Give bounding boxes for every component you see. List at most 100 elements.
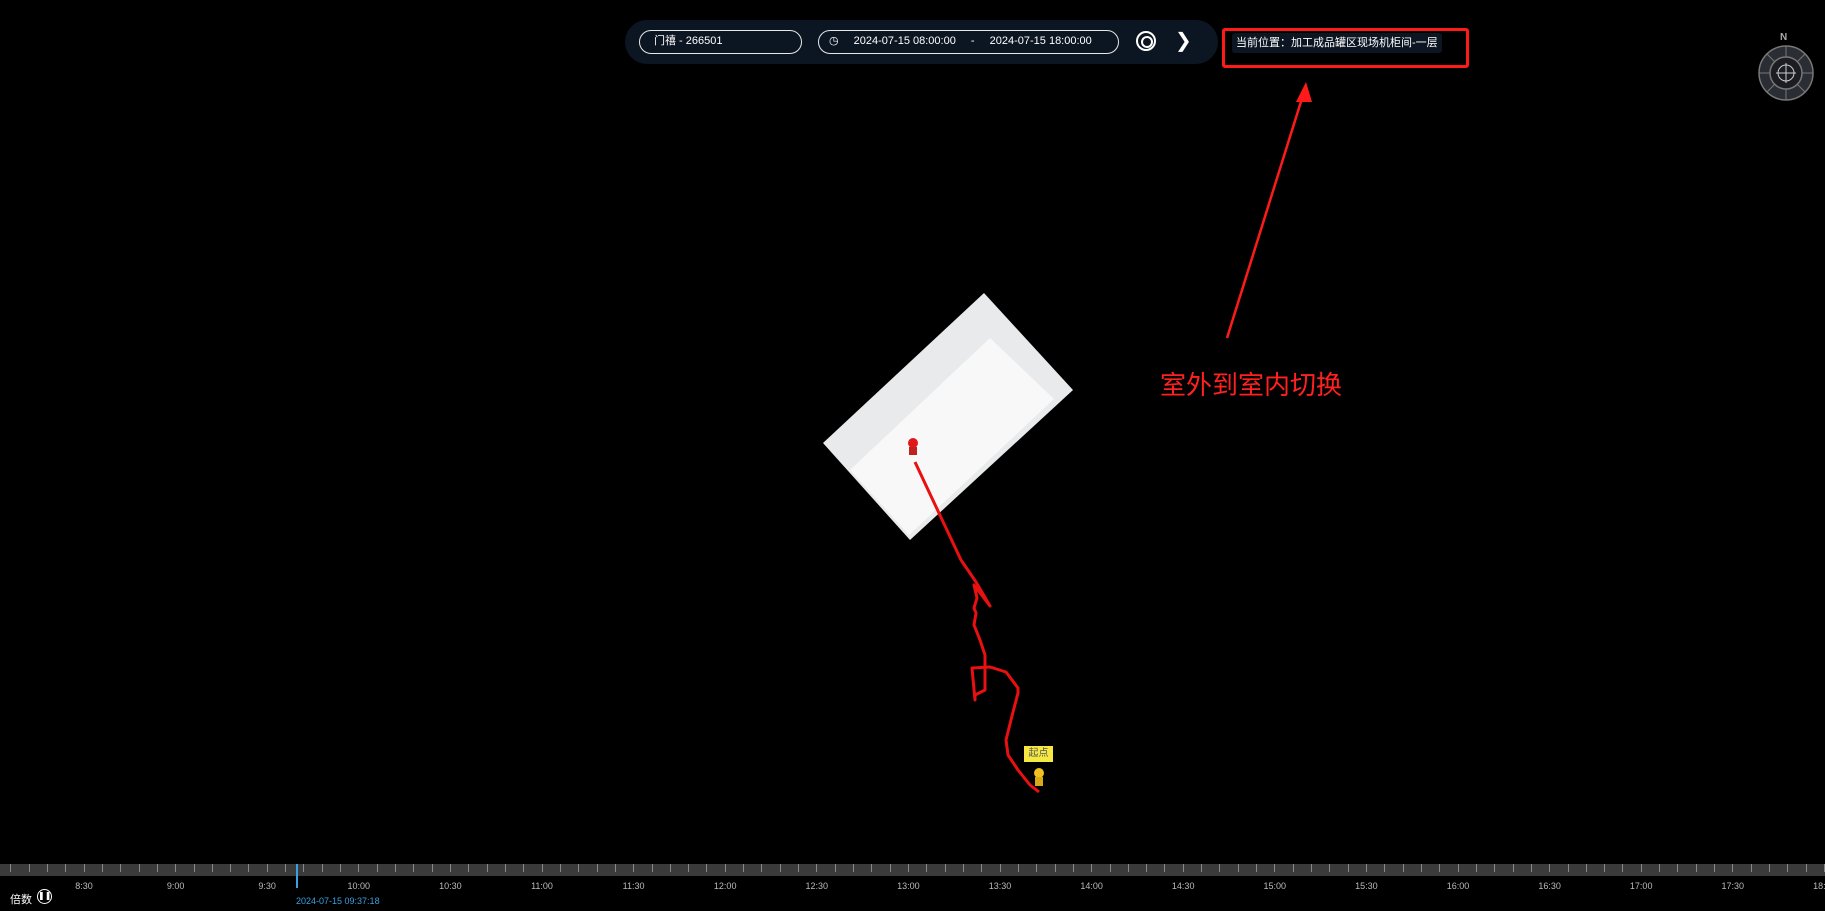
timeline-tick — [1732, 864, 1734, 872]
timeline-tick — [999, 864, 1001, 872]
timeline-tick — [889, 864, 891, 872]
timeline-label: 10:30 — [439, 881, 462, 891]
timeline-tick — [523, 864, 525, 872]
timeline-tick — [431, 864, 433, 872]
timeline-tick — [706, 864, 708, 872]
timeline-label: 9:00 — [166, 881, 185, 891]
timeline-tick — [1769, 864, 1771, 872]
timeline-tick — [871, 864, 873, 872]
clock-icon: ◷ — [829, 35, 839, 47]
search-icon[interactable] — [1136, 31, 1156, 51]
timeline-tick — [1475, 864, 1477, 872]
timeline-tick — [779, 864, 781, 872]
current-location: 当前位置：加工成品罐区现场机柜间-一层 — [1232, 33, 1442, 53]
timeline-tick — [1457, 864, 1459, 872]
timeline-tick — [1695, 864, 1697, 872]
timeline-tick — [1439, 864, 1441, 872]
timeline-label: 13:30 — [988, 881, 1012, 891]
timeline-label: 16:00 — [1446, 881, 1470, 891]
timeline-tick — [1805, 864, 1807, 872]
timeline-tick — [1292, 864, 1294, 872]
timeline-tick — [486, 864, 488, 872]
timeline-tick — [1677, 864, 1679, 872]
timeline-tick — [1750, 864, 1752, 872]
timeline-label: 18:00 — [1813, 881, 1825, 891]
timeline-label: 17:00 — [1629, 881, 1653, 891]
timeline-tick — [1072, 864, 1074, 872]
timeline-label: 10:00 — [347, 881, 371, 891]
timeline-tick — [303, 864, 305, 872]
timeline-tick — [1714, 864, 1716, 872]
timeline-tick — [1182, 864, 1184, 872]
timeline-tick — [1366, 864, 1367, 872]
timeline-tick — [28, 864, 30, 872]
timeline-tick — [1311, 864, 1313, 872]
speed-label[interactable]: 倍数 — [10, 894, 32, 906]
timeline-tick — [83, 864, 85, 872]
timeline-tick — [101, 864, 103, 872]
timeline-tick — [358, 864, 360, 872]
timeline-tick — [65, 864, 67, 872]
timeline-tick — [1091, 864, 1093, 872]
timeline-tick — [1054, 864, 1056, 872]
time-range-picker[interactable]: ◷ 2024-07-15 08:00:00 - 2024-07-15 18:00… — [818, 30, 1119, 54]
timeline-tick — [1402, 864, 1404, 872]
annotation-arrow — [1225, 91, 1306, 339]
timeline-tick — [138, 864, 140, 872]
timeline-tick — [46, 864, 48, 872]
timeline-label: 14:00 — [1080, 881, 1103, 891]
timeline-tick — [578, 864, 580, 872]
device-select[interactable]: 门禧 - 266501 — [639, 30, 802, 54]
timeline-tick — [614, 864, 616, 872]
pause-icon[interactable]: ❚❚ — [37, 889, 52, 904]
compass-icon[interactable] — [1757, 44, 1815, 102]
compass-north-label: N — [1780, 32, 1788, 43]
timeline-tick — [175, 864, 177, 872]
timeline-tick — [1787, 864, 1789, 872]
timeline-label: 8:30 — [75, 881, 93, 891]
timeline-tick — [1017, 864, 1019, 872]
timeline-tick — [321, 864, 323, 872]
timeline-tick — [468, 864, 470, 872]
timeline-tick — [944, 864, 946, 872]
timeline-tick — [651, 864, 653, 872]
timeline-label: 11:30 — [622, 881, 645, 891]
timeline-tick — [761, 864, 763, 872]
timeline-tick — [1237, 864, 1239, 872]
timeline-tick — [853, 864, 855, 872]
timeline-tick — [908, 864, 909, 872]
end-time: 2024-07-15 18:00:00 — [989, 35, 1092, 47]
timeline-tick — [1329, 864, 1331, 872]
timeline-tick — [926, 864, 928, 872]
timeline-tick — [376, 864, 378, 872]
timeline-tick — [541, 864, 543, 872]
timeline-playhead[interactable] — [296, 864, 298, 888]
timeline-tick — [504, 864, 506, 872]
timeline-tick — [211, 864, 213, 872]
timeline-label: 11:00 — [531, 881, 553, 891]
timeline-tick — [688, 864, 690, 872]
timeline-tick — [1201, 864, 1203, 872]
timeline-tick — [1109, 864, 1111, 872]
timeline-label: 14:30 — [1171, 881, 1195, 891]
current-time: 2024-07-15 09:37:18 — [296, 896, 380, 906]
timeline-track[interactable] — [0, 864, 1825, 876]
timeline-tick — [1347, 864, 1349, 872]
toolbar: 门禧 - 266501 ◷ 2024-07-15 08:00:00 - 2024… — [625, 20, 1218, 64]
timeline-tick — [285, 864, 287, 872]
timeline-tick — [10, 864, 12, 872]
chevron-right-icon[interactable]: ❯ — [1175, 30, 1192, 52]
track-path — [913, 461, 1040, 794]
timeline-tick — [669, 864, 671, 872]
timeline-tick — [1640, 864, 1642, 872]
timeline-tick — [816, 864, 818, 872]
timeline[interactable]: 8:30 9:00 9:30 10:00 10:30 11:00 11:30 12:00 12:… — [0, 864, 1825, 911]
timeline-tick — [193, 864, 195, 872]
timeline-tick — [1512, 864, 1514, 872]
timeline-label: 16:30 — [1538, 881, 1561, 891]
start-worker-icon — [1034, 768, 1044, 786]
timeline-tick — [633, 864, 635, 872]
timeline-tick — [1530, 864, 1532, 872]
timeline-tick — [834, 864, 836, 872]
